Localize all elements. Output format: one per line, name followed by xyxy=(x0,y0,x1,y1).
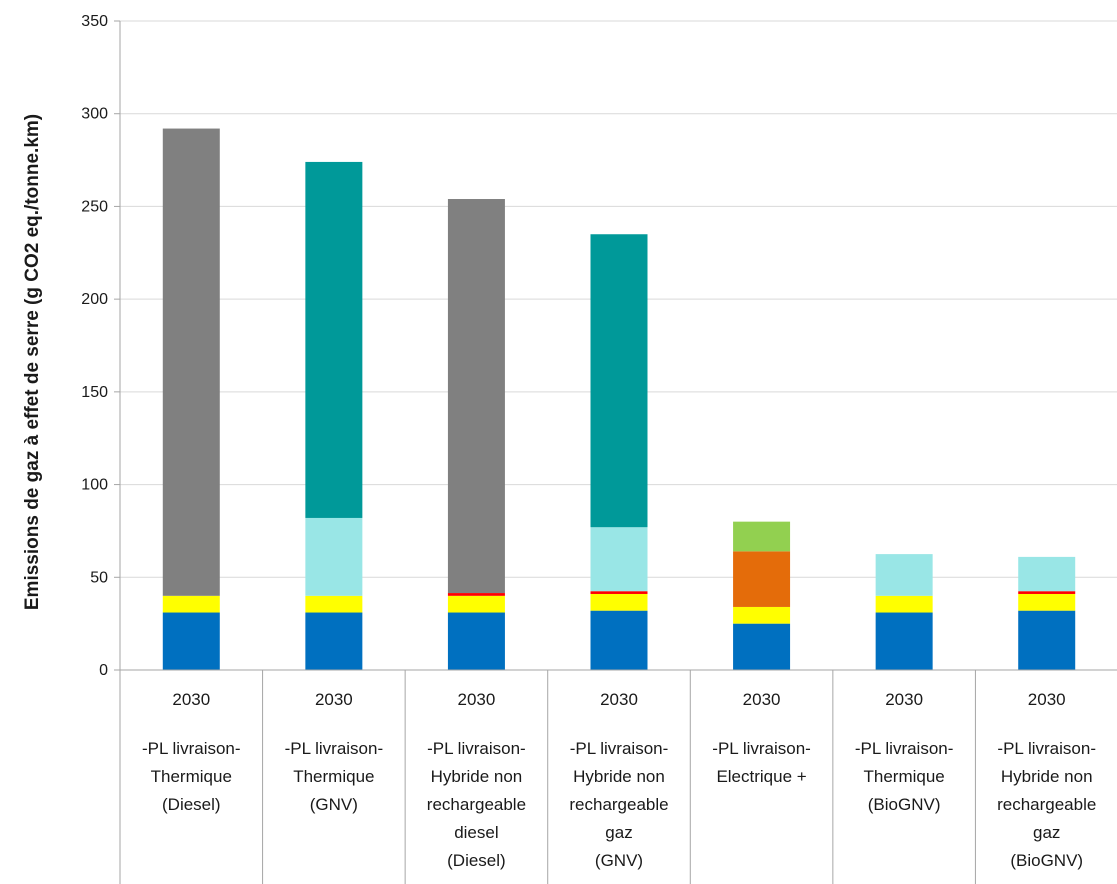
category-year-label: 2030 xyxy=(1028,690,1066,709)
category-label-line: Thermique xyxy=(151,767,232,786)
category-label-line: -PL livraison- xyxy=(285,739,384,758)
y-tick-label: 350 xyxy=(81,13,108,30)
bar-segment xyxy=(875,612,933,670)
category-label-line: diesel xyxy=(454,823,498,842)
category-year-label: 2030 xyxy=(172,690,210,709)
y-tick-label: 0 xyxy=(99,662,108,679)
bar-segment xyxy=(447,199,505,594)
category-label-line: Thermique xyxy=(293,767,374,786)
bar-segment xyxy=(1018,610,1076,670)
category-year-label: 2030 xyxy=(600,690,638,709)
bar-segment xyxy=(590,591,648,594)
category-label-line: rechargeable xyxy=(427,795,526,814)
category-label-line: -PL livraison- xyxy=(712,739,811,758)
bar-segment xyxy=(590,234,648,528)
category-label-line: -PL livraison- xyxy=(997,739,1096,758)
bar-segment xyxy=(162,595,220,613)
y-tick-label: 250 xyxy=(81,198,108,215)
bar-segment xyxy=(733,623,791,670)
y-tick-label: 50 xyxy=(90,569,108,586)
bar-segment xyxy=(875,554,933,596)
category-year-label: 2030 xyxy=(885,690,923,709)
y-tick-labels: 0 50 100 150 200 250 300 350 xyxy=(81,13,108,679)
bar-segment xyxy=(305,612,363,670)
axes xyxy=(119,21,1117,884)
category-year-label: 2030 xyxy=(458,690,496,709)
y-tick-label: 300 xyxy=(81,106,108,123)
y-tick-label: 100 xyxy=(81,477,108,494)
category-label-line: -PL livraison- xyxy=(142,739,241,758)
category-label-line: (Diesel) xyxy=(162,795,221,814)
bar-segment xyxy=(733,606,791,624)
bar-segment xyxy=(447,593,505,596)
bar-segment xyxy=(733,551,791,607)
bar-segment xyxy=(590,610,648,670)
category-label-line: (BioGNV) xyxy=(1010,851,1083,870)
category-label-line: Thermique xyxy=(864,767,945,786)
category-label-line: rechargeable xyxy=(569,795,668,814)
category-label-line: Hybride non xyxy=(1001,767,1093,786)
category-label-line: Hybride non xyxy=(431,767,523,786)
bar-segment xyxy=(162,612,220,670)
category-label-line: rechargeable xyxy=(997,795,1096,814)
bar-segment xyxy=(1018,591,1076,594)
category-label-line: (Diesel) xyxy=(447,851,506,870)
bars xyxy=(162,128,1076,670)
category-label-line: gaz xyxy=(1033,823,1060,842)
category-label-line: (GNV) xyxy=(595,851,643,870)
bar-segment xyxy=(875,595,933,613)
bar-segment xyxy=(1018,593,1076,611)
bar-segment xyxy=(590,593,648,611)
category-year-label: 2030 xyxy=(743,690,781,709)
bar-segment xyxy=(305,161,363,518)
category-labels: 2030 -PL livraison- Thermique (Diesel) 2030 -… xyxy=(142,690,1096,870)
category-label-line: Hybride non xyxy=(573,767,665,786)
bar-segment xyxy=(305,517,363,596)
y-tick-label: 150 xyxy=(81,384,108,401)
bar-segment xyxy=(590,527,648,592)
bar-segment xyxy=(305,595,363,613)
category-label-line: -PL livraison- xyxy=(570,739,669,758)
y-axis-title: Emissions de gaz à effet de serre (g CO2… xyxy=(22,114,43,610)
bar-segment xyxy=(447,612,505,670)
category-year-label: 2030 xyxy=(315,690,353,709)
category-label-line: -PL livraison- xyxy=(427,739,526,758)
category-label-line: (BioGNV) xyxy=(868,795,941,814)
bar-segment xyxy=(733,521,791,552)
category-label-line: (GNV) xyxy=(310,795,358,814)
category-label-line: Electrique + xyxy=(716,767,806,786)
bar-segment xyxy=(447,595,505,613)
category-label-line: -PL livraison- xyxy=(855,739,954,758)
category-label-line: gaz xyxy=(605,823,632,842)
bar-segment xyxy=(162,128,220,596)
bar-segment xyxy=(1018,556,1076,592)
y-tick-label: 200 xyxy=(81,291,108,308)
